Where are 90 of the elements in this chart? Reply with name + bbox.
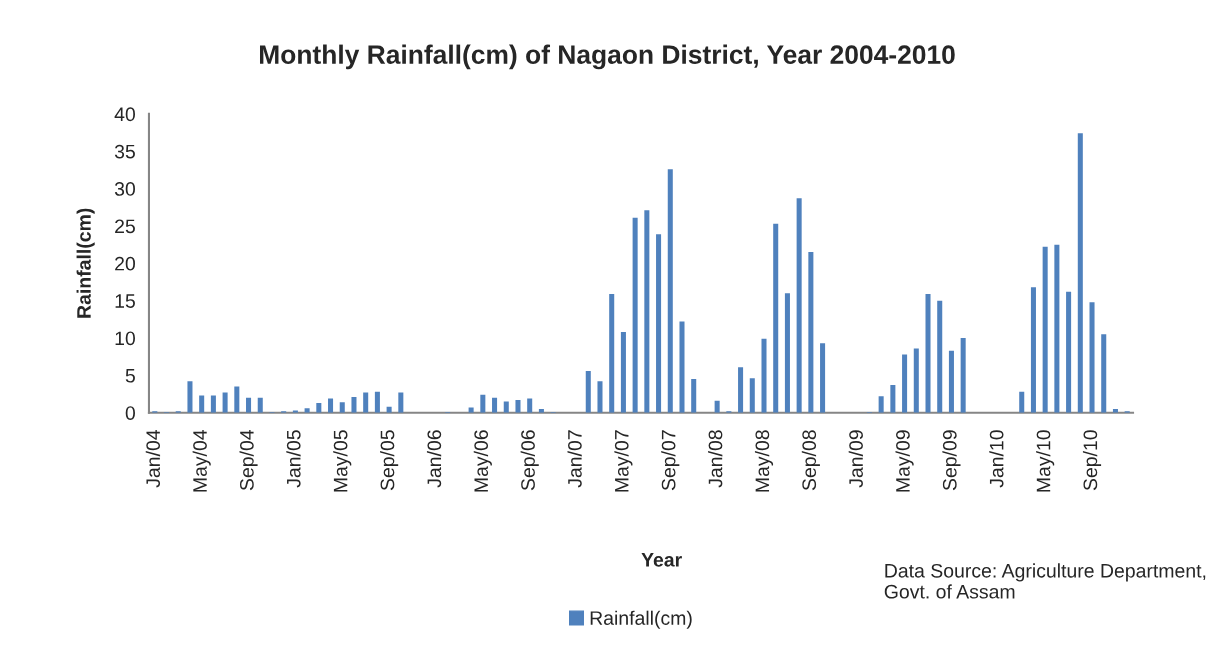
bar [492, 397, 498, 413]
x-tick-label: Sep/10 [1082, 430, 1102, 491]
bar [187, 381, 193, 413]
chart-title: Monthly Rainfall(cm) of Nagaon District, Year 2004-2010 [260, 44, 955, 70]
bar [328, 398, 334, 413]
y-tick-label: 35 [114, 144, 135, 159]
bar [316, 403, 322, 413]
bar [609, 293, 615, 413]
y-tick-label: 40 [114, 107, 135, 122]
y-tick-label: 5 [125, 369, 135, 383]
x-tick-label: May/07 [614, 430, 633, 492]
bar [1077, 133, 1083, 413]
x-tick-label: Jan/04 [145, 429, 161, 488]
bar [199, 395, 205, 413]
bar [784, 293, 790, 413]
bar [1030, 287, 1036, 413]
x-tick-label: Jan/10 [989, 430, 1004, 488]
bar [339, 402, 345, 413]
x-tick-label: May/10 [1036, 430, 1055, 492]
bar [515, 400, 521, 413]
x-axis-title: Year [641, 553, 682, 567]
bar [878, 396, 884, 413]
bar [644, 210, 650, 413]
bar [773, 223, 779, 413]
bar [808, 252, 814, 413]
bar [363, 392, 369, 413]
bar [468, 407, 474, 413]
bar [1054, 244, 1060, 413]
bar [913, 348, 919, 413]
y-tick-label: 20 [115, 256, 135, 271]
bar [796, 198, 802, 413]
bar [656, 234, 662, 413]
x-tick-label: May/06 [473, 430, 492, 492]
bar [398, 392, 404, 413]
bar [820, 343, 826, 413]
x-tick-label: May/05 [333, 430, 352, 492]
bar [925, 293, 931, 413]
bar [246, 397, 252, 413]
source-note: Data Source: Agriculture Department, Govt. of Assam [884, 563, 1206, 599]
x-tick-label: Jan/09 [848, 430, 863, 488]
x-tick-label: Sep/06 [520, 430, 539, 491]
bar [374, 391, 380, 413]
y-axis-title: Rainfall(cm) [76, 208, 95, 318]
bar [351, 397, 357, 413]
y-tick-label: 15 [115, 294, 135, 308]
bar [1089, 302, 1095, 413]
y-tick-label: 10 [115, 331, 135, 346]
bar [292, 410, 298, 413]
x-tick-label: May/04 [192, 429, 211, 492]
bar [714, 400, 720, 413]
bar [937, 300, 943, 413]
bar [960, 338, 966, 413]
y-tick-label: 30 [114, 182, 135, 196]
y-tick-label: 0 [125, 406, 135, 420]
bar [527, 398, 533, 413]
bar [890, 385, 896, 413]
bar [761, 338, 767, 413]
bar [948, 350, 954, 413]
x-tick-label: Jan/05 [286, 430, 301, 488]
x-tick-label: Sep/07 [661, 430, 680, 491]
bar [632, 217, 638, 413]
x-tick-label: Jan/06 [426, 430, 442, 488]
bar [257, 397, 263, 413]
x-tick-label: May/09 [895, 430, 914, 492]
bar [210, 395, 216, 413]
bar [679, 321, 685, 413]
bar [691, 379, 697, 413]
bar [585, 370, 591, 413]
x-tick-label: Sep/09 [942, 430, 961, 491]
x-tick-label: Jan/07 [567, 430, 582, 488]
x-tick-label: Sep/08 [801, 430, 820, 491]
bar [234, 386, 240, 413]
x-tick-label: Jan/08 [708, 430, 723, 488]
bar [597, 381, 603, 413]
x-tick-label: May/08 [754, 430, 774, 492]
bar [620, 332, 626, 413]
bar [667, 169, 673, 413]
bar [222, 392, 228, 413]
y-tick-label: 25 [115, 219, 135, 234]
x-tick-label: Sep/04 [239, 429, 258, 491]
bar [1042, 246, 1048, 413]
x-tick-label: Sep/05 [380, 430, 399, 491]
bar [1019, 391, 1025, 413]
bar [1101, 334, 1107, 413]
bar [902, 354, 908, 413]
bar [749, 378, 755, 413]
legend-label: Rainfall(cm) [590, 610, 692, 629]
bar [738, 367, 744, 413]
bar [480, 394, 486, 413]
bar [1066, 291, 1072, 413]
